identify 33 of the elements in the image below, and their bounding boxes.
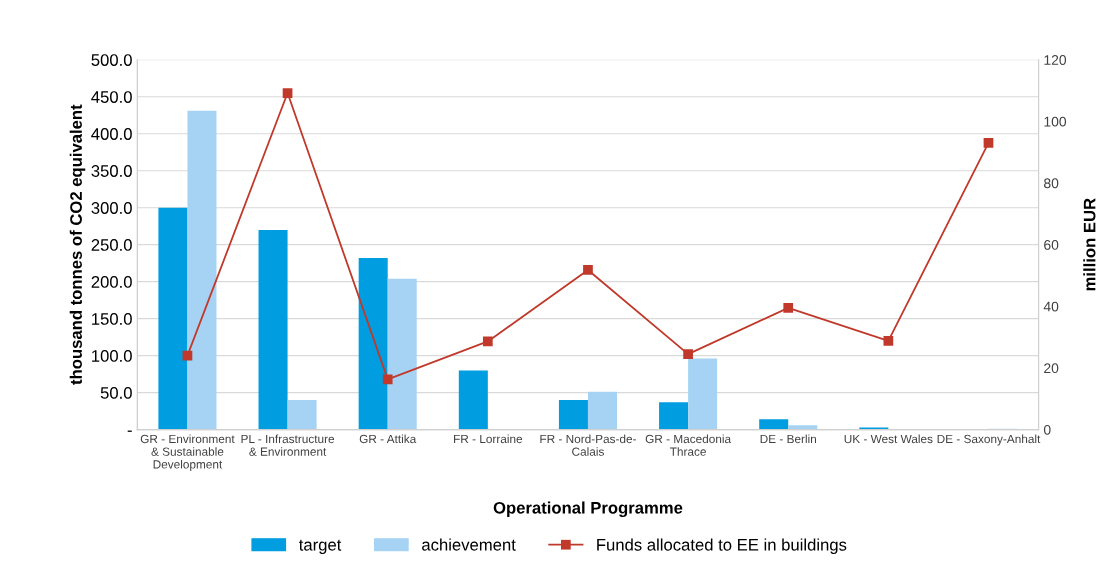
x-tick-label: GR - Environment & Sustainable Development — [140, 434, 235, 471]
x-tick-label: UK - West Wales — [844, 434, 933, 444]
y-tick-label: 150.0 — [92, 313, 132, 325]
y-tick-label: 200.0 — [91, 276, 132, 288]
y-tick-label: - — [127, 430, 132, 432]
legend-label: achievement — [422, 538, 516, 551]
y2-tick-label: 120 — [1044, 55, 1067, 65]
x-tick-label: PL - Infrastructure & Environment — [241, 434, 335, 456]
x-tick-label: DE - Saxony-Anhalt — [937, 434, 1041, 446]
x-tick-label: GR - Attika — [359, 434, 417, 444]
y2-tick-label: 20 — [1044, 363, 1059, 374]
y2-axis-title: million EUR — [1083, 198, 1096, 291]
y-tick-label: 250.0 — [91, 239, 132, 251]
y2-tick-label: 80 — [1044, 178, 1059, 189]
x-tick-label: FR - Nord-Pas-de- Calais — [540, 434, 636, 456]
legend-label: target — [299, 539, 342, 554]
y-tick-label: 500.0 — [91, 54, 132, 66]
x-axis-title: Operational Programme — [493, 501, 683, 518]
y2-tick-label: 60 — [1044, 240, 1059, 250]
y-tick-label: 100.0 — [92, 350, 132, 362]
legend-label: Funds allocated to EE in buildings — [597, 538, 847, 554]
x-tick-label: GR - Macedonia Thrace — [645, 434, 732, 456]
y-tick-label: 450.0 — [91, 91, 132, 103]
y2-tick-label: 40 — [1043, 301, 1059, 312]
y-axis-title: thousand tonnes of CO2 equivalent — [69, 104, 86, 385]
y2-tick-label: 0 — [1043, 424, 1051, 435]
y2-tick-label: 100 — [1044, 116, 1067, 127]
y-tick-label: 350.0 — [91, 165, 132, 177]
y-tick-label: 300.0 — [91, 202, 132, 214]
x-tick-label: FR - Lorraine — [454, 434, 523, 444]
y-tick-label: 50.0 — [100, 387, 132, 399]
x-tick-label: DE - Berlin — [760, 434, 816, 444]
y-tick-label: 400.0 — [91, 128, 132, 140]
